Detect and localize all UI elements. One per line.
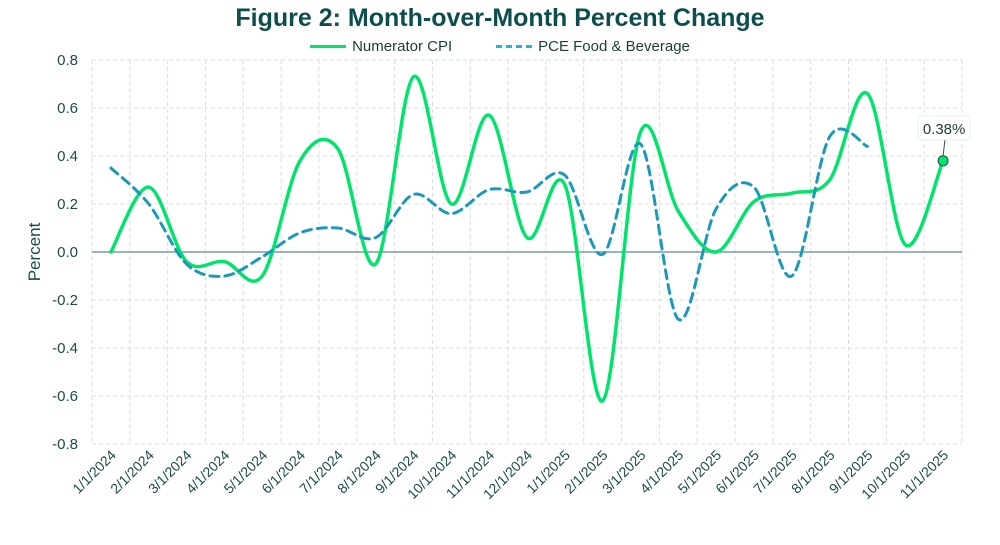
chart-title: Figure 2: Month-over-Month Percent Chang… xyxy=(235,4,765,32)
legend-swatch-dashed xyxy=(496,45,533,48)
y-tick-label: 0.4 xyxy=(57,148,78,165)
y-tick-label: 0.8 xyxy=(57,52,78,69)
legend-label: PCE Food & Beverage xyxy=(538,38,690,55)
y-tick-label: -0.6 xyxy=(52,388,78,405)
legend: Numerator CPI PCE Food & Beverage xyxy=(0,38,1000,55)
annotation-label: 0.38% xyxy=(923,121,966,138)
y-tick-label: 0.0 xyxy=(57,244,78,261)
y-tick-label: 0.2 xyxy=(57,196,78,213)
annotation-box xyxy=(917,115,971,141)
annotation-leader xyxy=(942,138,946,156)
y-tick-label: -0.4 xyxy=(52,340,78,357)
series-line-pce-food-beverage xyxy=(109,127,869,322)
series-line-numerator-cpi xyxy=(109,75,945,403)
legend-swatch-solid xyxy=(310,45,347,48)
annotation-marker xyxy=(937,155,949,167)
y-tick-label: -0.8 xyxy=(52,436,78,453)
legend-item-pce[interactable]: PCE Food & Beverage xyxy=(496,38,690,55)
legend-item-numerator-cpi[interactable]: Numerator CPI xyxy=(310,38,452,55)
legend-label: Numerator CPI xyxy=(352,38,453,55)
y-tick-label: -0.2 xyxy=(52,292,78,309)
y-axis-title: Percent xyxy=(25,222,44,281)
y-tick-label: 0.6 xyxy=(57,100,78,117)
